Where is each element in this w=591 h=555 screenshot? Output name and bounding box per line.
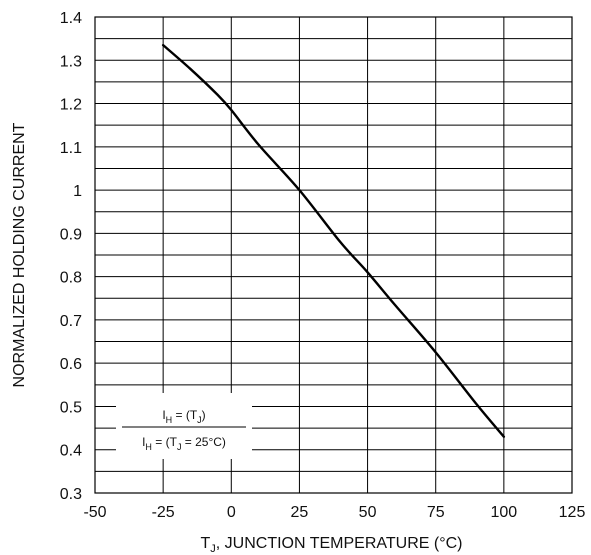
- annotation-denominator-main: I: [142, 435, 145, 449]
- x-tick-labels: -50 -25 0 25 50 75 100 125: [83, 504, 585, 521]
- series-line-holding-current: [161, 43, 506, 438]
- annotation-numerator-main: I: [162, 408, 165, 422]
- y-tick-label: 0.8: [60, 270, 82, 287]
- annotation-numerator-rest-end: ): [202, 408, 206, 422]
- annotation-numerator-rest: = (T: [172, 408, 198, 422]
- x-tick-label: 125: [559, 504, 586, 521]
- annotation-numerator-sub: H: [166, 415, 173, 425]
- y-tick-labels: 0.3 0.4 0.5 0.6 0.7 0.8 0.9 1 1.1 1.2 1.3 1.4: [60, 10, 82, 503]
- x-tick-label: 100: [491, 504, 518, 521]
- y-tick-label: 1: [73, 183, 82, 200]
- x-tick-label: -25: [152, 504, 175, 521]
- y-tick-label: 0.3: [60, 486, 82, 503]
- y-tick-label: 0.5: [60, 399, 82, 416]
- ratio-annotation: IH = (TJ)IH = (TJ = 25°C): [116, 393, 252, 459]
- annotation-numerator-rest-sub: J: [197, 415, 202, 425]
- y-axis-label: NORMALIZED HOLDING CURRENT: [11, 122, 28, 387]
- y-tick-label: 1.1: [60, 140, 82, 157]
- y-tick-label: 0.9: [60, 226, 82, 243]
- y-tick-label: 0.6: [60, 356, 82, 373]
- annotation-denominator-rest: = (T: [152, 435, 178, 449]
- annotation-denominator: IH = (TJ = 25°C): [142, 435, 226, 452]
- x-axis-label-rest: , JUNCTION TEMPERATURE (°C): [216, 535, 463, 552]
- y-tick-label: 0.7: [60, 313, 82, 330]
- x-tick-label: 25: [291, 504, 309, 521]
- x-tick-label: 75: [427, 504, 445, 521]
- x-tick-label: 0: [227, 504, 236, 521]
- annotation-denominator-rest-end: = 25°C): [181, 435, 225, 449]
- annotation-denominator-sub: H: [145, 442, 152, 452]
- plot-frame: [94, 16, 573, 494]
- y-tick-label: 1.3: [60, 53, 82, 70]
- y-tick-label: 1.4: [60, 10, 82, 27]
- annotation-denominator-rest-sub: J: [177, 442, 182, 452]
- x-tick-label: -50: [83, 504, 106, 521]
- annotation-background: [116, 393, 252, 459]
- x-axis-label-sub: J: [210, 543, 216, 555]
- y-tick-label: 0.4: [60, 443, 82, 460]
- x-tick-label: 50: [359, 504, 377, 521]
- annotation-numerator: IH = (TJ): [162, 408, 205, 425]
- series-group: [161, 43, 506, 438]
- x-axis-label: TJ, JUNCTION TEMPERATURE (°C): [201, 535, 463, 555]
- y-tick-label: 1.2: [60, 97, 82, 114]
- x-axis-label-t: T: [201, 535, 211, 552]
